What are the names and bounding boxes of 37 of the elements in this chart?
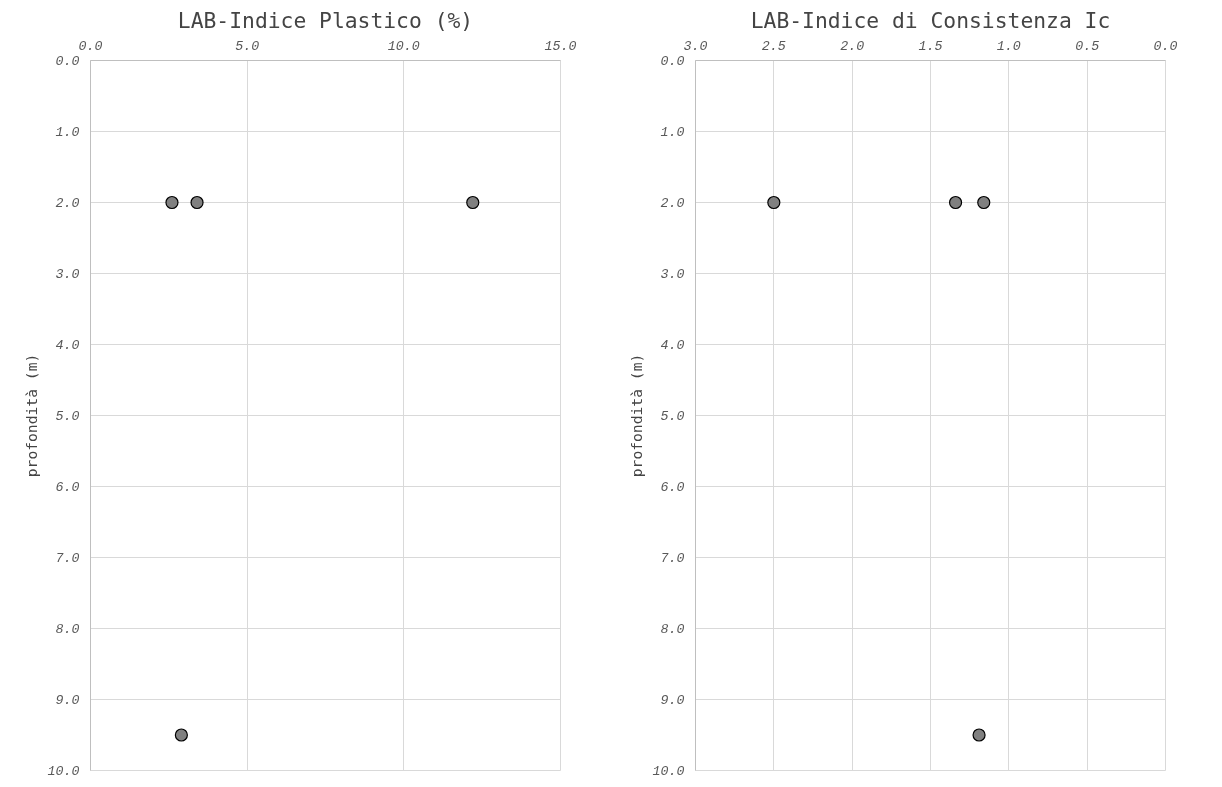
- x-tick-label: 15.0: [544, 38, 577, 54]
- y-tick-label: 6.0: [660, 480, 685, 495]
- x-tick-label: 0.0: [1153, 38, 1178, 54]
- y-tick-label: 0.0: [55, 54, 80, 69]
- y-tick-label: 6.0: [55, 480, 80, 495]
- y-tick-label: 9.0: [660, 693, 685, 708]
- chart-title: LAB-Indice di Consistenza Ic: [750, 7, 1111, 33]
- y-axis-title: profondità (m): [22, 353, 40, 478]
- x-tick-label: 10.0: [387, 38, 420, 54]
- y-tick-label: 3.0: [660, 267, 685, 282]
- y-tick-label: 7.0: [55, 551, 80, 566]
- x-tick-label: 0.0: [78, 38, 103, 54]
- y-tick-label: 2.0: [55, 196, 80, 211]
- x-tick-label: 1.0: [996, 38, 1021, 54]
- chart-title: LAB-Indice Plastico (%): [177, 7, 474, 33]
- y-tick-label: 9.0: [55, 693, 80, 708]
- x-tick-label: 3.0: [683, 38, 708, 54]
- y-tick-label: 2.0: [660, 196, 685, 211]
- y-tick-label: 3.0: [55, 267, 80, 282]
- y-axis-title: profondità (m): [627, 353, 645, 478]
- y-tick-label: 0.0: [660, 54, 685, 69]
- x-tick-label: 0.5: [1075, 38, 1100, 54]
- y-tick-label: 1.0: [660, 125, 685, 140]
- x-tick-label: 2.5: [761, 38, 786, 54]
- y-tick-label: 5.0: [660, 409, 685, 424]
- y-tick-label: 10.0: [47, 764, 80, 779]
- x-tick-label: 1.5: [918, 38, 943, 54]
- y-tick-label: 10.0: [652, 764, 685, 779]
- y-tick-label: 4.0: [55, 338, 80, 353]
- y-tick-label: 8.0: [55, 622, 80, 637]
- y-tick-label: 8.0: [660, 622, 685, 637]
- y-tick-label: 7.0: [660, 551, 685, 566]
- y-tick-label: 5.0: [55, 409, 80, 424]
- y-tick-label: 4.0: [660, 338, 685, 353]
- x-tick-label: 2.0: [840, 38, 865, 54]
- y-tick-label: 1.0: [55, 125, 80, 140]
- x-tick-label: 5.0: [235, 38, 260, 54]
